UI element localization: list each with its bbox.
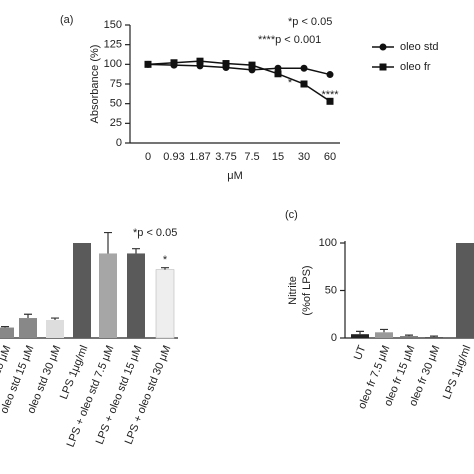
x-tick-label: 15 [272, 151, 284, 163]
y-tick-label: 100 [319, 237, 337, 249]
chart-title: (a) [60, 14, 73, 26]
bar [73, 243, 91, 338]
error-bar [356, 330, 364, 335]
point [170, 59, 178, 67]
y-tick-label: 100 [104, 58, 122, 70]
annotation: * [163, 254, 168, 266]
y-tick-label: 0 [116, 137, 122, 149]
x-tick-label: 0.93 [163, 151, 184, 163]
point [300, 64, 308, 72]
x-tick-label: 0 [145, 151, 151, 163]
bar [425, 337, 443, 338]
point [326, 71, 334, 79]
error-bar [24, 313, 32, 319]
x-tick-label: 7.5 [244, 151, 259, 163]
error-bar [132, 248, 140, 254]
point [196, 57, 204, 65]
y-axis-label: Nitrite [287, 276, 299, 305]
x-tick-label: UT [352, 343, 369, 361]
point [222, 60, 230, 68]
bar [99, 253, 117, 338]
bar [375, 332, 393, 338]
legend-label: oleo std [400, 41, 439, 53]
bar [19, 318, 37, 338]
error-bar [380, 328, 388, 333]
x-tick-label: 60 [324, 151, 336, 163]
point [274, 70, 282, 78]
error-bar [430, 335, 438, 338]
x-tick-label: 1.87 [189, 151, 210, 163]
bar [127, 253, 145, 338]
annotation: **** [321, 89, 339, 101]
error-bar [51, 317, 59, 320]
y-tick-label: 50 [325, 284, 337, 296]
bar [0, 327, 14, 338]
bar [155, 269, 175, 339]
annotation: * [288, 77, 293, 89]
y-tick-label: 125 [104, 39, 122, 51]
point [248, 61, 256, 69]
point [300, 80, 308, 88]
legend-marker [379, 43, 387, 51]
error-bar [405, 334, 413, 337]
y-axis-label: Absorbance (%) [89, 45, 101, 124]
y-tick-label: 0 [331, 332, 337, 344]
annotation: *p < 0.05 [288, 16, 332, 28]
series-line [147, 63, 331, 76]
x-axis-label: μM [227, 170, 243, 182]
point [274, 64, 282, 72]
x-tick-label: 3.75 [215, 151, 236, 163]
chart-title: (c) [285, 209, 298, 221]
legend-marker [379, 63, 387, 71]
error-bar [161, 267, 169, 270]
y-tick-label: 25 [110, 117, 122, 129]
bar [46, 319, 64, 338]
annotation: ****p < 0.001 [258, 34, 321, 46]
y-axis-label: (%of LPS) [301, 265, 313, 315]
y-tick-label: 150 [104, 19, 122, 31]
bar [456, 243, 474, 338]
annotation: *p < 0.05 [133, 227, 177, 239]
y-tick-label: 50 [110, 98, 122, 110]
x-tick-label: 30 [298, 151, 310, 163]
y-tick-label: 75 [110, 78, 122, 90]
series-line [147, 60, 331, 102]
point [326, 97, 334, 105]
error-bar [104, 231, 112, 254]
error-bar [1, 326, 9, 328]
x-tick-label: LPS 1μg/ml [441, 344, 474, 401]
point [144, 60, 152, 68]
bar [351, 334, 369, 338]
legend-label: oleo fr [400, 61, 431, 73]
bar [400, 336, 418, 338]
